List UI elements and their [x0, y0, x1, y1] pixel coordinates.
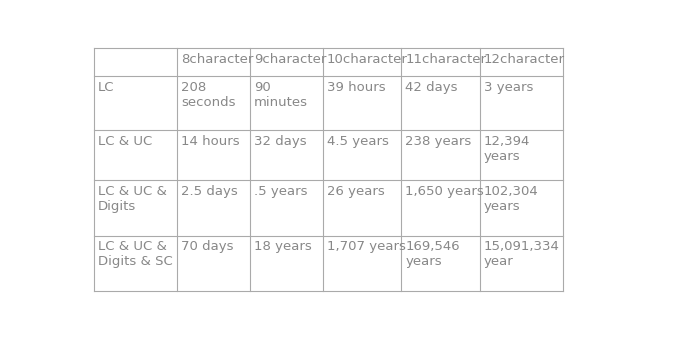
Text: 18 years: 18 years: [254, 240, 312, 253]
Text: LC & UC &
Digits & SC: LC & UC & Digits & SC: [97, 240, 172, 268]
Text: 42 days: 42 days: [405, 81, 458, 94]
Text: 1,650 years: 1,650 years: [405, 185, 484, 198]
Text: 8character: 8character: [181, 53, 253, 66]
Text: 102,304
years: 102,304 years: [484, 185, 538, 213]
Text: 4.5 years: 4.5 years: [327, 135, 389, 147]
Text: 15,091,334
year: 15,091,334 year: [484, 240, 559, 268]
Text: 238 years: 238 years: [405, 135, 472, 147]
Text: 9character: 9character: [254, 53, 326, 66]
Text: 12,394
years: 12,394 years: [484, 135, 530, 163]
Text: 10character: 10character: [327, 53, 408, 66]
Text: 14 hours: 14 hours: [181, 135, 240, 147]
Text: 90
minutes: 90 minutes: [254, 81, 308, 109]
Text: LC: LC: [97, 81, 114, 94]
Text: 11character: 11character: [405, 53, 486, 66]
Text: 70 days: 70 days: [181, 240, 234, 253]
Text: 39 hours: 39 hours: [327, 81, 386, 94]
Text: LC & UC &
Digits: LC & UC & Digits: [97, 185, 167, 213]
Text: 26 years: 26 years: [327, 185, 385, 198]
Text: LC & UC: LC & UC: [97, 135, 152, 147]
Text: 169,546
years: 169,546 years: [405, 240, 460, 268]
Text: 12character: 12character: [484, 53, 564, 66]
Text: 2.5 days: 2.5 days: [181, 185, 238, 198]
Text: 208
seconds: 208 seconds: [181, 81, 236, 109]
Text: 3 years: 3 years: [484, 81, 533, 94]
Text: 1,707 years: 1,707 years: [327, 240, 406, 253]
Text: .5 years: .5 years: [254, 185, 307, 198]
Text: 32 days: 32 days: [254, 135, 307, 147]
